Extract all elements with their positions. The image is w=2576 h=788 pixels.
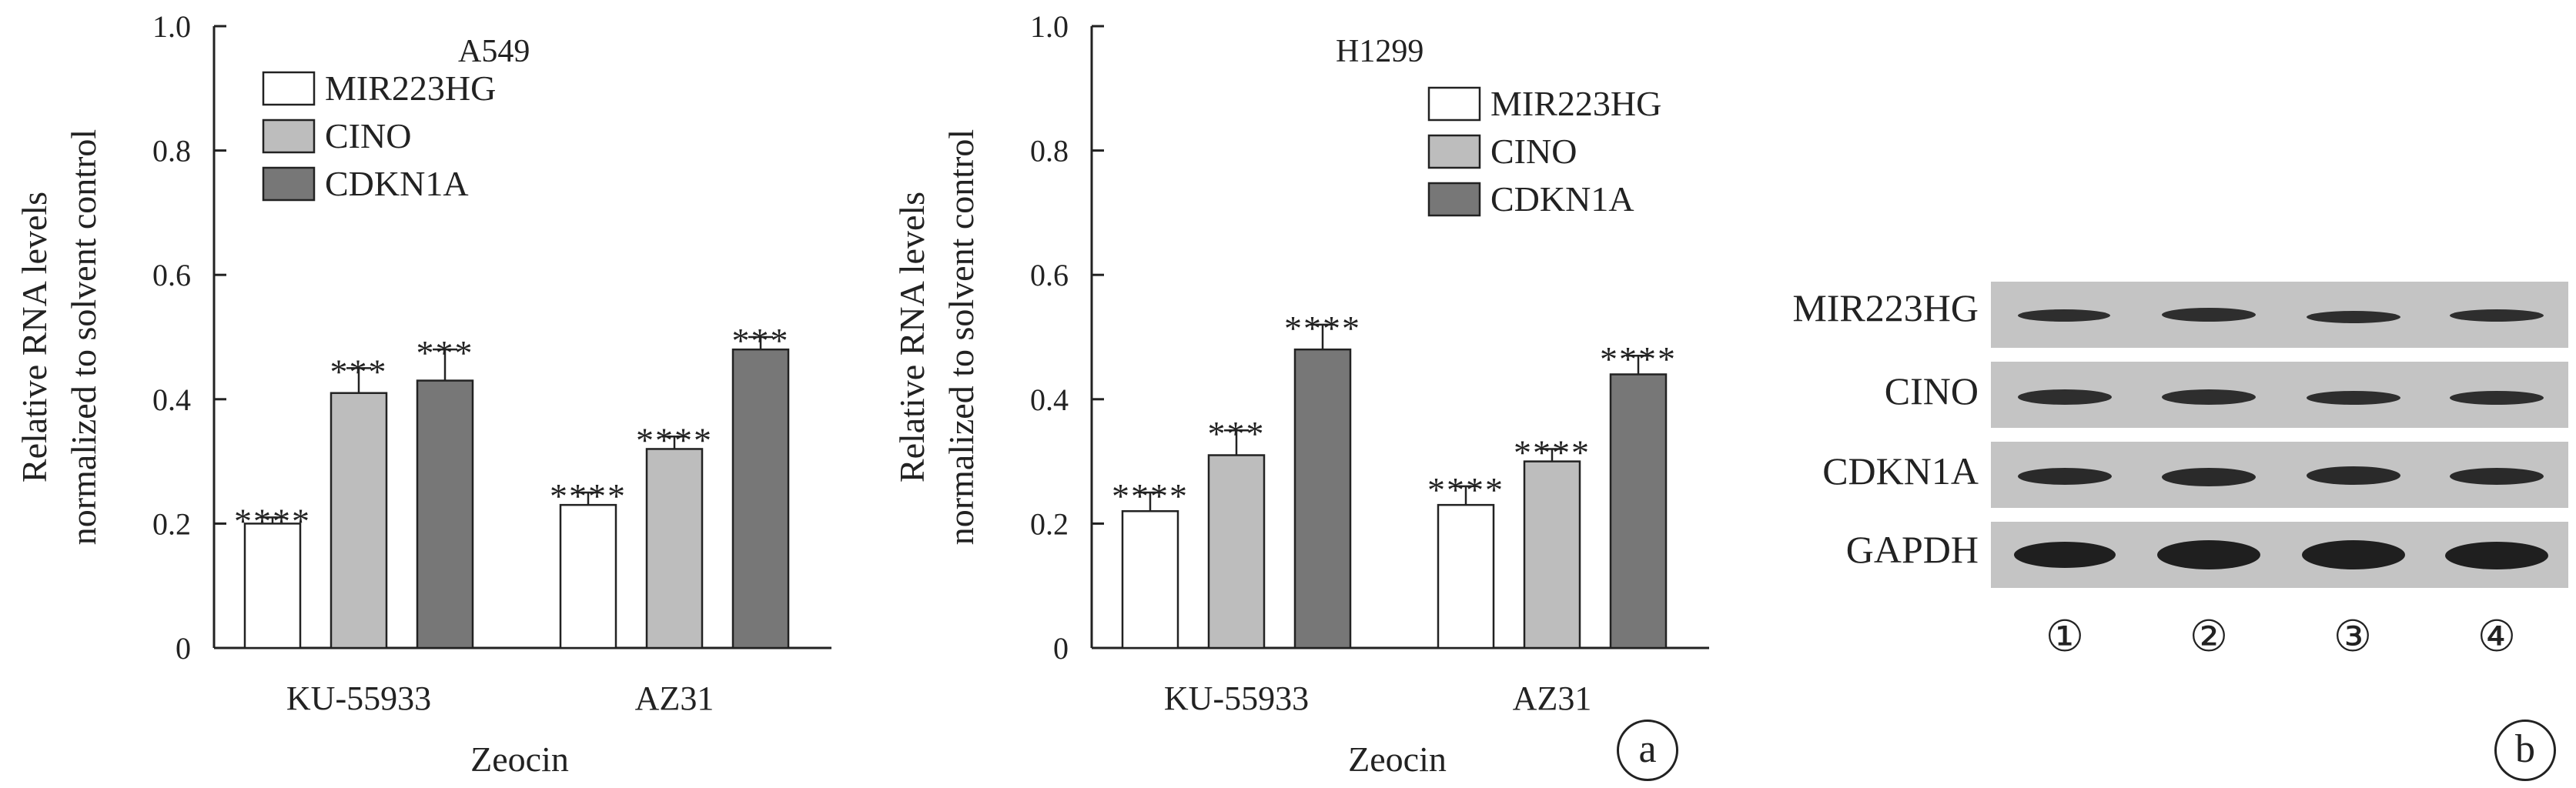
- bar-cdkn1a: [1293, 348, 1352, 649]
- blot-band: [2162, 468, 2256, 486]
- blot-band: [2162, 308, 2256, 322]
- lane-label-1: ①: [2045, 613, 2085, 661]
- y-tick-label: 0.6: [1030, 258, 1069, 292]
- blot-band: [2162, 389, 2256, 405]
- x-tick-label: KU-55933: [286, 679, 431, 717]
- significance-label: ****: [1427, 470, 1504, 509]
- significance-label: ***: [1208, 414, 1266, 453]
- y-tick-label: 0.4: [152, 382, 191, 417]
- lane-label-2: ②: [2189, 613, 2229, 661]
- bar-cdkn1a: [1609, 373, 1668, 649]
- legend-swatch-mir223hg: [262, 71, 316, 106]
- blot-band: [2450, 468, 2544, 485]
- bar-cino: [1207, 454, 1266, 649]
- significance-label: ****: [1284, 309, 1361, 348]
- significance-label: ***: [330, 352, 388, 391]
- y-axis-label: Relative RNA levels: [15, 192, 54, 482]
- significance-label: ****: [1600, 339, 1677, 379]
- blot-strip-cdkn1a: [1991, 442, 2568, 508]
- blot-strip-cino: [1991, 362, 2568, 428]
- chart-title: A549: [458, 34, 530, 69]
- y-tick-label: 0: [176, 631, 191, 666]
- bar-mir223hg: [1437, 503, 1495, 649]
- legend-swatch-cino: [1427, 134, 1481, 169]
- blot-strip-mir223hg: [1991, 282, 2568, 348]
- significance-label: ****: [1112, 476, 1189, 516]
- y-axis-label: normalized to solvent control: [64, 129, 103, 545]
- y-tick-label: 0.4: [1030, 382, 1069, 417]
- significance-label: ****: [550, 476, 627, 516]
- blot-band: [2157, 540, 2260, 569]
- y-tick-label: 0.2: [1030, 506, 1069, 541]
- y-tick-label: 1.0: [1030, 9, 1069, 44]
- blot-band: [2307, 311, 2400, 323]
- significance-label: ***: [732, 321, 790, 360]
- legend-swatch-cino: [262, 119, 316, 154]
- blot-band: [2450, 391, 2544, 405]
- legend-label-cino: CINO: [1490, 132, 1577, 171]
- bar-mir223hg: [1121, 509, 1179, 649]
- chart-title: H1299: [1336, 34, 1423, 69]
- bar-cdkn1a: [416, 379, 474, 649]
- panel-b-label: b: [2494, 720, 2556, 781]
- blot-band: [2307, 466, 2400, 485]
- blot-label-cdkn1a: CDKN1A: [1822, 449, 1979, 492]
- blot-band: [2450, 309, 2544, 322]
- y-tick-label: 0.8: [152, 134, 191, 169]
- blot-band: [2302, 540, 2405, 569]
- blot-band: [2014, 542, 2116, 568]
- y-tick-label: 0: [1053, 631, 1069, 666]
- bar-cino: [1523, 460, 1581, 649]
- x-axis-label: Zeocin: [1348, 740, 1447, 779]
- legend-label-cdkn1a: CDKN1A: [1490, 179, 1634, 219]
- x-axis-label: Zeocin: [470, 740, 569, 779]
- legend-swatch-cdkn1a: [1427, 182, 1481, 217]
- bar-mir223hg: [559, 503, 617, 649]
- legend-label-cdkn1a: CDKN1A: [325, 164, 469, 203]
- blot-label-mir223hg: MIR223HG: [1792, 286, 1979, 329]
- panel-a-label: a: [1617, 720, 1678, 781]
- y-tick-label: 0.2: [152, 506, 191, 541]
- y-tick-label: 1.0: [152, 9, 191, 44]
- significance-label: ****: [636, 420, 713, 459]
- y-tick-label: 0.6: [152, 258, 191, 292]
- x-tick-label: KU-55933: [1164, 679, 1309, 717]
- bar-mir223hg: [243, 523, 302, 649]
- blot-band: [2018, 468, 2112, 485]
- y-axis-label: Relative RNA levels: [892, 192, 932, 482]
- blot-strip-gapdh: [1991, 522, 2568, 588]
- legend-swatch-mir223hg: [1427, 86, 1481, 122]
- y-tick-label: 0.8: [1030, 134, 1069, 169]
- chart-a549: 0 0.2 0.4 0.6 0.8 1.0 Relative RNA levels norma…: [15, 9, 831, 779]
- significance-label: ***: [417, 333, 474, 372]
- x-tick-label: AZ31: [1513, 679, 1592, 717]
- bar-cdkn1a: [731, 348, 790, 649]
- significance-label: ****: [1514, 432, 1591, 472]
- lane-label-3: ③: [2333, 613, 2373, 661]
- legend-label-mir223hg: MIR223HG: [1490, 84, 1661, 123]
- bar-cino: [330, 392, 388, 649]
- significance-label: ****: [234, 501, 311, 540]
- legend-label-cino: CINO: [325, 116, 411, 155]
- bar-cino: [645, 448, 704, 649]
- legend-swatch-cdkn1a: [262, 166, 316, 202]
- blot-label-gapdh: GAPDH: [1845, 528, 1979, 571]
- chart-h1299: 0 0.2 0.4 0.6 0.8 1.0 Relative RNA levels norma…: [892, 9, 1709, 779]
- x-tick-label: AZ31: [635, 679, 714, 717]
- blot-band: [2307, 391, 2400, 405]
- legend-label-mir223hg: MIR223HG: [325, 68, 496, 108]
- blot-band: [2018, 389, 2112, 405]
- y-axis-label: normalized to solvent control: [942, 129, 981, 545]
- lane-label-4: ④: [2477, 613, 2517, 661]
- blot-label-cino: CINO: [1884, 369, 1979, 412]
- blot-band: [2018, 309, 2110, 322]
- blot-band: [2445, 542, 2548, 569]
